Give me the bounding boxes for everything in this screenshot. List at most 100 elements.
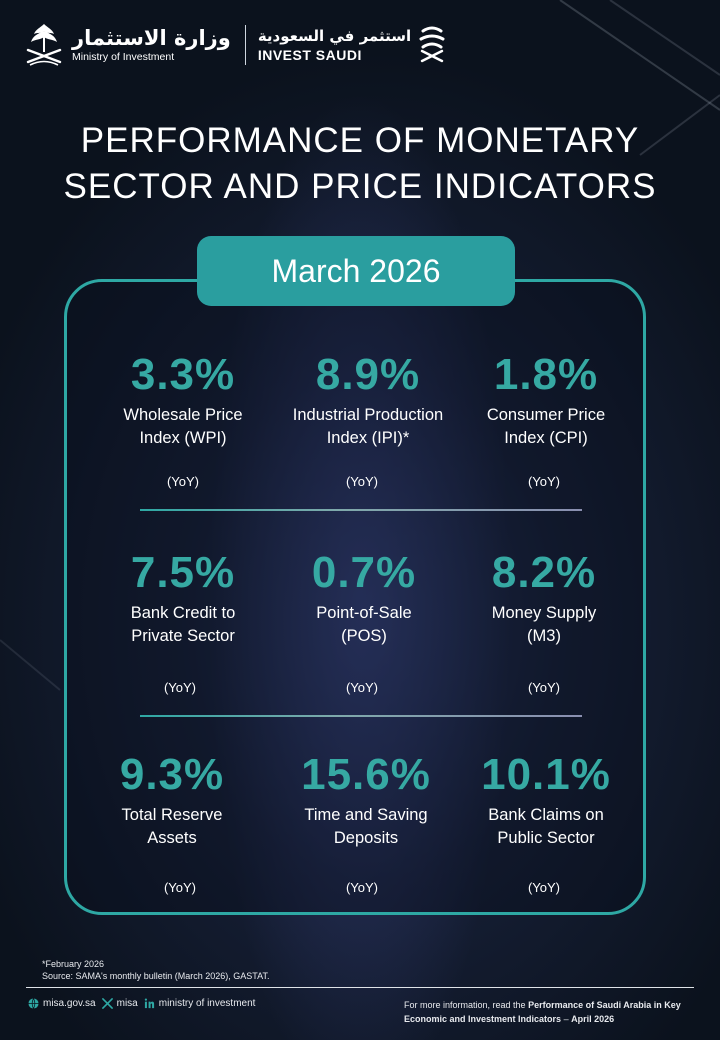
indicator-label-line: Total Reserve — [121, 806, 223, 824]
indicator-unit: % — [380, 350, 421, 399]
footnote-source: Source: SAMA's monthly bulletin (March 2… — [42, 971, 270, 981]
indicator-basis: (YoY) — [527, 680, 561, 695]
indicator-value: 10.1% — [446, 750, 646, 800]
indicator-unit: % — [195, 350, 236, 399]
footnote-date: *February 2026 — [42, 959, 105, 969]
indicator-bank-claims: 10.1% Bank Claims on Public Sector — [446, 750, 646, 850]
indicator-value: 15.6% — [266, 750, 466, 800]
indicator-unit: % — [558, 350, 599, 399]
website-link[interactable]: misa.gov.sa — [28, 998, 96, 1009]
indicator-number: 15.6 — [301, 750, 391, 799]
indicator-unit: % — [195, 548, 236, 597]
indicator-label: Total Reserve Assets — [72, 804, 272, 850]
indicator-label-line: Deposits — [333, 829, 399, 847]
indicator-label-line: Consumer Price — [486, 406, 606, 424]
indicator-basis: (YoY) — [345, 474, 379, 489]
more-info-date: April 2026 — [571, 1014, 615, 1024]
indicator-time-saving-deposits: 15.6% Time and Saving Deposits — [266, 750, 466, 850]
invest-saudi-arabic: استثمر في السعودية — [257, 27, 412, 45]
indicator-wpi: 3.3% Wholesale Price Index (WPI) — [83, 350, 283, 450]
indicator-label-line: Assets — [147, 829, 197, 847]
linkedin-text: ministry of investment — [158, 998, 256, 1009]
indicator-label: Point-of-Sale (POS) — [264, 602, 464, 648]
indicator-label-line: Industrial Production — [292, 406, 444, 424]
indicator-basis: (YoY) — [166, 474, 200, 489]
indicator-label-line: Index (CPI) — [504, 429, 588, 447]
indicator-label-line: Point-of-Sale — [316, 604, 412, 622]
indicator-number: 8.2 — [491, 548, 557, 597]
invest-saudi-english: INVEST SAUDI — [257, 47, 362, 63]
x-handle-text: misa — [116, 998, 138, 1009]
indicator-label: Wholesale Price Index (WPI) — [83, 404, 283, 450]
linkedin-link[interactable]: ministry of investment — [144, 998, 256, 1009]
indicator-value: 8.9% — [268, 350, 468, 400]
indicator-pos: 0.7% Point-of-Sale (POS) — [264, 548, 464, 648]
ministry-name-english: Ministry of Investment — [72, 51, 175, 63]
indicator-label: Money Supply (M3) — [444, 602, 644, 648]
indicator-label-line: Bank Credit to — [130, 604, 236, 622]
page-title-line-1: PERFORMANCE OF MONETARY — [80, 121, 640, 160]
indicator-unit: % — [390, 750, 431, 799]
indicator-basis: (YoY) — [163, 680, 197, 695]
social-links: misa.gov.sa misa ministry of investment — [28, 998, 261, 1009]
indicator-unit: % — [376, 548, 417, 597]
indicator-value: 9.3% — [72, 750, 272, 800]
indicator-money-supply: 8.2% Money Supply (M3) — [444, 548, 644, 648]
ministry-name-arabic: وزارة الاستثمار — [72, 26, 231, 50]
indicator-value: 1.8% — [446, 350, 646, 400]
indicator-number: 10.1 — [481, 750, 571, 799]
indicator-number: 0.7 — [311, 548, 377, 597]
page-title-line-2: SECTOR AND PRICE INDICATORS — [63, 167, 657, 206]
indicator-label: Bank Credit to Private Sector — [83, 602, 283, 648]
indicator-value: 3.3% — [83, 350, 283, 400]
more-info-prefix: For more information, read the — [404, 1000, 526, 1010]
period-badge: March 2026 — [197, 236, 515, 306]
indicator-label-line: Bank Claims on — [488, 806, 604, 824]
indicator-number: 1.8 — [493, 350, 559, 399]
indicator-label: Bank Claims on Public Sector — [446, 804, 646, 850]
x-link[interactable]: misa — [101, 998, 138, 1009]
indicator-unit: % — [184, 750, 225, 799]
page-title: PERFORMANCE OF MONETARY SECTOR AND PRICE… — [0, 118, 720, 210]
x-logo-icon — [101, 998, 113, 1009]
indicator-cpi: 1.8% Consumer Price Index (CPI) — [446, 350, 646, 450]
logo-separator — [244, 25, 246, 65]
more-info-dash: – — [563, 1014, 569, 1024]
indicator-number: 8.9 — [315, 350, 381, 399]
invest-saudi-logo-icon — [419, 26, 445, 63]
indicator-label-line: (M3) — [527, 627, 561, 645]
indicator-bank-credit: 7.5% Bank Credit to Private Sector — [83, 548, 283, 648]
footer-divider — [26, 987, 694, 988]
indicator-label: Consumer Price Index (CPI) — [446, 404, 646, 450]
more-info-report-title[interactable]: Performance of Saudi Arabia in Key Econo… — [404, 1000, 681, 1024]
indicator-ipi: 8.9% Industrial Production Index (IPI)* — [268, 350, 468, 450]
globe-icon — [28, 998, 39, 1009]
header-logos: وزارة الاستثمار Ministry of Investment ا… — [22, 20, 447, 70]
indicator-label-line: Time and Saving — [304, 806, 428, 824]
indicator-label-line: Public Sector — [497, 829, 595, 847]
row-divider — [140, 715, 582, 717]
indicator-number: 9.3 — [119, 750, 185, 799]
indicator-label: Time and Saving Deposits — [266, 804, 466, 850]
more-info-note: For more information, read the Performan… — [404, 998, 704, 1026]
indicator-unit: % — [556, 548, 597, 597]
indicator-value: 8.2% — [444, 548, 644, 598]
indicator-basis: (YoY) — [527, 880, 561, 895]
indicator-value: 0.7% — [264, 548, 464, 598]
ministry-logo-text: وزارة الاستثمار Ministry of Investment — [72, 26, 231, 64]
website-text: misa.gov.sa — [43, 998, 96, 1009]
indicator-label: Industrial Production Index (IPI)* — [268, 404, 468, 450]
indicator-label-line: Private Sector — [131, 627, 235, 645]
saudi-emblem-icon — [26, 24, 62, 66]
indicator-basis: (YoY) — [527, 474, 561, 489]
indicator-value: 7.5% — [83, 548, 283, 598]
indicator-reserve-assets: 9.3% Total Reserve Assets — [72, 750, 272, 850]
indicator-number: 3.3 — [130, 350, 196, 399]
row-divider — [140, 509, 582, 511]
indicator-label-line: Index (WPI) — [139, 429, 227, 447]
indicator-label-line: Money Supply — [491, 604, 597, 622]
indicator-unit: % — [570, 750, 611, 799]
indicator-label-line: (POS) — [341, 627, 387, 645]
indicator-number: 7.5 — [130, 548, 196, 597]
